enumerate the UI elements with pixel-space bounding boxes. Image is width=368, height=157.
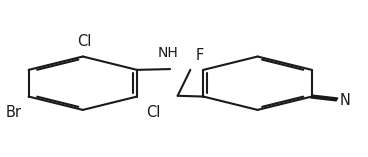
- Text: N: N: [340, 93, 350, 108]
- Text: F: F: [196, 48, 204, 63]
- Text: Cl: Cl: [146, 105, 160, 120]
- Text: Br: Br: [5, 105, 21, 120]
- Text: Cl: Cl: [77, 34, 92, 49]
- Text: NH: NH: [158, 46, 178, 60]
